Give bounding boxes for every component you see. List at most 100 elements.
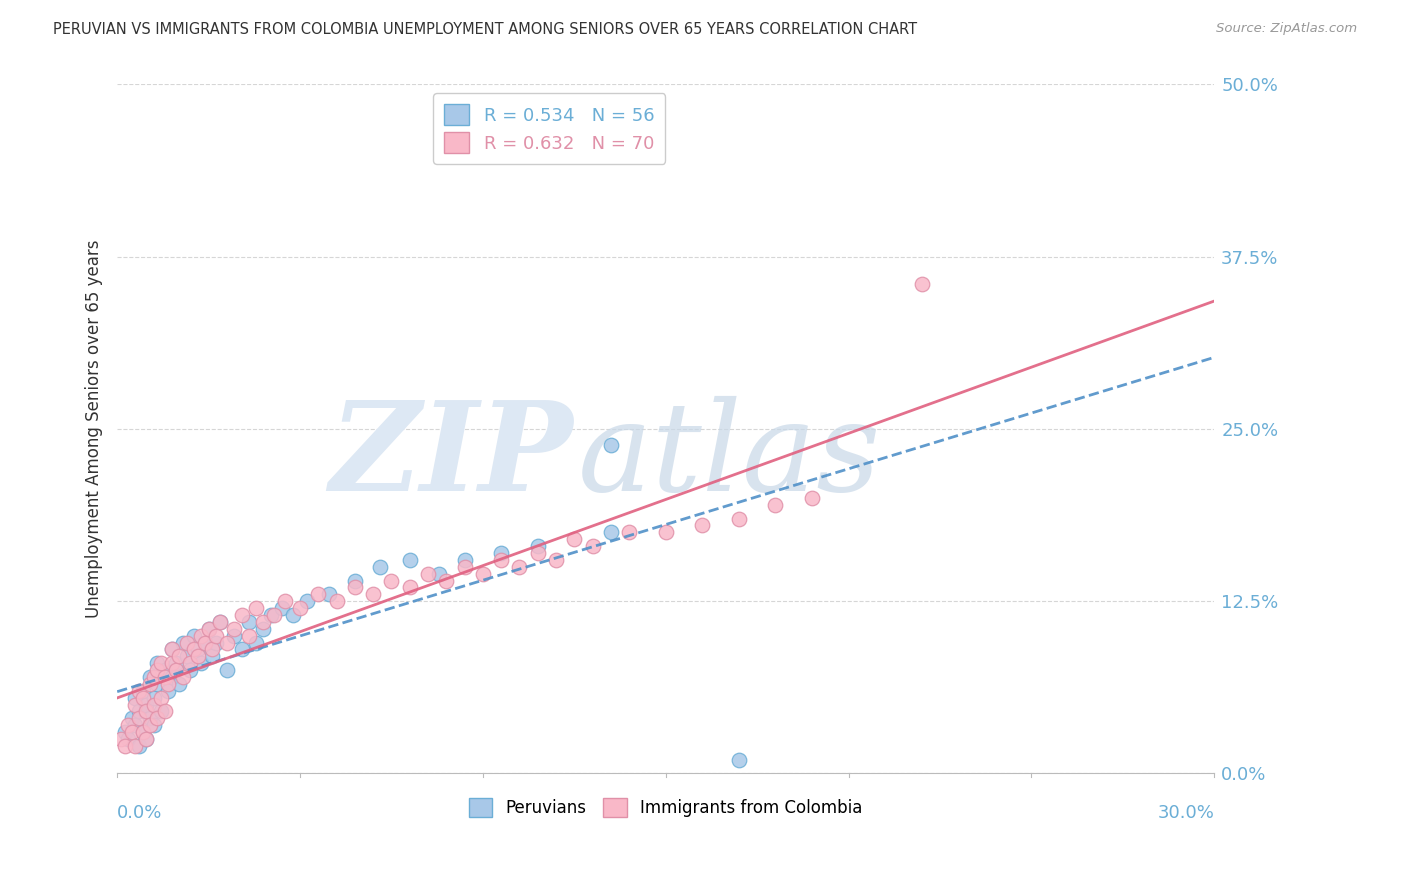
Point: [654, 525, 676, 540]
Point: [224, 629, 246, 643]
Point: [190, 629, 212, 643]
Point: [128, 739, 150, 753]
Point: [599, 438, 621, 452]
Point: [132, 690, 155, 705]
Point: [205, 629, 228, 643]
Point: [398, 553, 420, 567]
Point: [427, 566, 450, 581]
Point: [114, 725, 136, 739]
Point: [297, 594, 319, 608]
Point: [172, 670, 194, 684]
Point: [416, 566, 439, 581]
Text: 30.0%: 30.0%: [1157, 805, 1215, 822]
Point: [245, 601, 267, 615]
Point: [307, 587, 329, 601]
Point: [132, 725, 155, 739]
Point: [318, 587, 340, 601]
Point: [238, 629, 260, 643]
Point: [146, 711, 169, 725]
Point: [165, 656, 187, 670]
Point: [150, 690, 173, 705]
Point: [526, 539, 548, 553]
Point: [453, 553, 475, 567]
Point: [205, 635, 228, 649]
Point: [146, 677, 169, 691]
Y-axis label: Unemployment Among Seniors over 65 years: Unemployment Among Seniors over 65 years: [86, 240, 103, 618]
Point: [110, 731, 132, 746]
Point: [142, 698, 165, 712]
Text: Source: ZipAtlas.com: Source: ZipAtlas.com: [1216, 22, 1357, 36]
Point: [153, 663, 176, 677]
Point: [727, 753, 749, 767]
Point: [197, 622, 219, 636]
Point: [194, 635, 217, 649]
Point: [489, 546, 512, 560]
Point: [274, 594, 297, 608]
Point: [544, 553, 567, 567]
Point: [434, 574, 457, 588]
Text: PERUVIAN VS IMMIGRANTS FROM COLOMBIA UNEMPLOYMENT AMONG SENIORS OVER 65 YEARS CO: PERUVIAN VS IMMIGRANTS FROM COLOMBIA UNE…: [53, 22, 918, 37]
Point: [157, 677, 180, 691]
Point: [165, 663, 187, 677]
Point: [231, 642, 253, 657]
Point: [489, 553, 512, 567]
Point: [617, 525, 640, 540]
Point: [121, 711, 143, 725]
Point: [325, 594, 347, 608]
Point: [263, 607, 285, 622]
Point: [160, 656, 183, 670]
Point: [135, 731, 157, 746]
Point: [176, 635, 198, 649]
Point: [260, 607, 283, 622]
Point: [245, 635, 267, 649]
Point: [194, 635, 217, 649]
Point: [146, 656, 169, 670]
Point: [150, 705, 173, 719]
Point: [763, 498, 786, 512]
Point: [146, 663, 169, 677]
Point: [398, 581, 420, 595]
Point: [124, 690, 146, 705]
Point: [231, 607, 253, 622]
Point: [139, 670, 162, 684]
Point: [599, 525, 621, 540]
Point: [201, 649, 224, 664]
Point: [453, 559, 475, 574]
Point: [128, 711, 150, 725]
Point: [121, 725, 143, 739]
Point: [252, 615, 274, 629]
Point: [179, 663, 201, 677]
Point: [187, 642, 209, 657]
Point: [224, 622, 246, 636]
Point: [124, 698, 146, 712]
Point: [114, 739, 136, 753]
Point: [690, 518, 713, 533]
Point: [135, 705, 157, 719]
Point: [911, 277, 934, 292]
Point: [153, 670, 176, 684]
Point: [190, 656, 212, 670]
Point: [160, 642, 183, 657]
Point: [128, 705, 150, 719]
Point: [183, 629, 205, 643]
Point: [187, 649, 209, 664]
Point: [361, 587, 384, 601]
Point: [132, 725, 155, 739]
Point: [124, 739, 146, 753]
Point: [183, 642, 205, 657]
Point: [197, 622, 219, 636]
Point: [201, 642, 224, 657]
Point: [471, 566, 494, 581]
Point: [132, 683, 155, 698]
Point: [508, 559, 530, 574]
Point: [526, 546, 548, 560]
Point: [169, 677, 191, 691]
Point: [215, 663, 238, 677]
Text: atlas: atlas: [578, 396, 882, 517]
Point: [727, 511, 749, 525]
Point: [117, 718, 139, 732]
Point: [135, 698, 157, 712]
Point: [128, 683, 150, 698]
Point: [252, 622, 274, 636]
Point: [562, 532, 585, 546]
